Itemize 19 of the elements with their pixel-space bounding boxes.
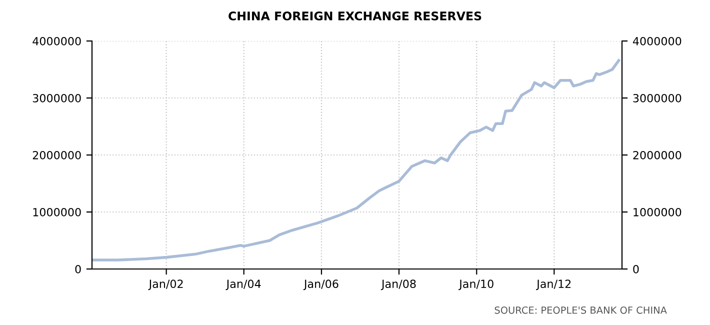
x-tick-label: Jan/10 xyxy=(458,280,494,290)
y-tick-label: 3000000 xyxy=(32,94,81,102)
y2-tick-label: 3000000 xyxy=(633,94,682,102)
y-tick-label: 1000000 xyxy=(33,208,81,216)
y2-tick-label: 4000000 xyxy=(632,36,682,46)
line-series xyxy=(92,58,620,262)
y2-tick-label: 2000000 xyxy=(633,150,682,160)
x-tick-label: Jan/12 xyxy=(536,280,571,290)
x-tick-label: Jan/06 xyxy=(303,280,338,290)
source-note: SOURCE: PEOPLE'S BANK OF CHINA xyxy=(494,306,667,314)
y-tick-label: 0 xyxy=(75,264,81,274)
y2-tick-label: 1000000 xyxy=(634,208,682,216)
x-tick-label: Jan/02 xyxy=(148,280,183,290)
x-tick-label: Jan/08 xyxy=(380,280,416,290)
chart-title: CHINA FOREIGN EXCHANGE RESERVES xyxy=(228,11,482,20)
x-tick-label: Jan/04 xyxy=(226,280,261,290)
y2-tick-label: 0 xyxy=(633,264,639,274)
y-tick-label: 4000000 xyxy=(32,36,81,46)
y-tick-label: 2000000 xyxy=(32,150,81,160)
